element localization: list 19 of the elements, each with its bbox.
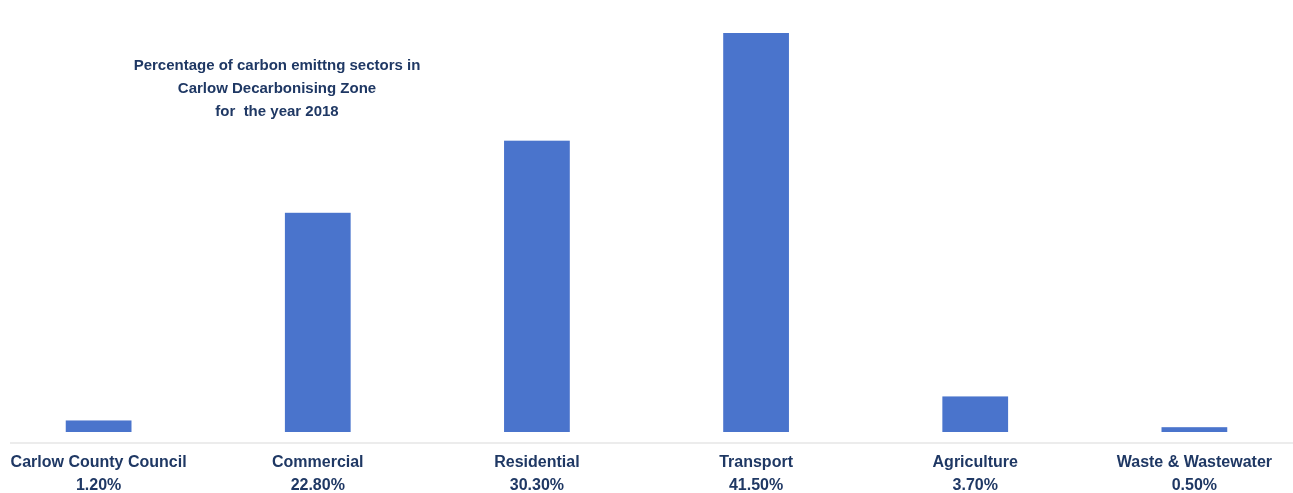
bar bbox=[65, 420, 132, 432]
data-label: 22.80% bbox=[290, 476, 345, 493]
x-tick-label: Transport bbox=[719, 453, 794, 470]
bar bbox=[284, 212, 351, 432]
x-tick-label: Carlow County Council bbox=[10, 453, 187, 470]
x-tick-label: Commercial bbox=[271, 453, 364, 470]
bar bbox=[723, 33, 789, 432]
data-label: 3.70% bbox=[952, 476, 998, 493]
text: Percentage of carbon emittng sectors in Carlow Decarbonising Zone for the year 2018 bbox=[133, 56, 421, 119]
bar bbox=[1161, 427, 1228, 432]
bar bbox=[942, 396, 1009, 432]
data-label: 0.50% bbox=[1171, 476, 1218, 493]
x-tick-label: Agriculture bbox=[932, 453, 1018, 470]
data-label: 30.30% bbox=[509, 476, 565, 493]
bar bbox=[504, 140, 570, 432]
x-tick-label: Waste & Wastewater bbox=[1116, 453, 1273, 470]
x-tick-label: Residential bbox=[494, 453, 580, 470]
data-label: 41.50% bbox=[728, 476, 784, 493]
data-label: 1.20% bbox=[75, 476, 122, 493]
